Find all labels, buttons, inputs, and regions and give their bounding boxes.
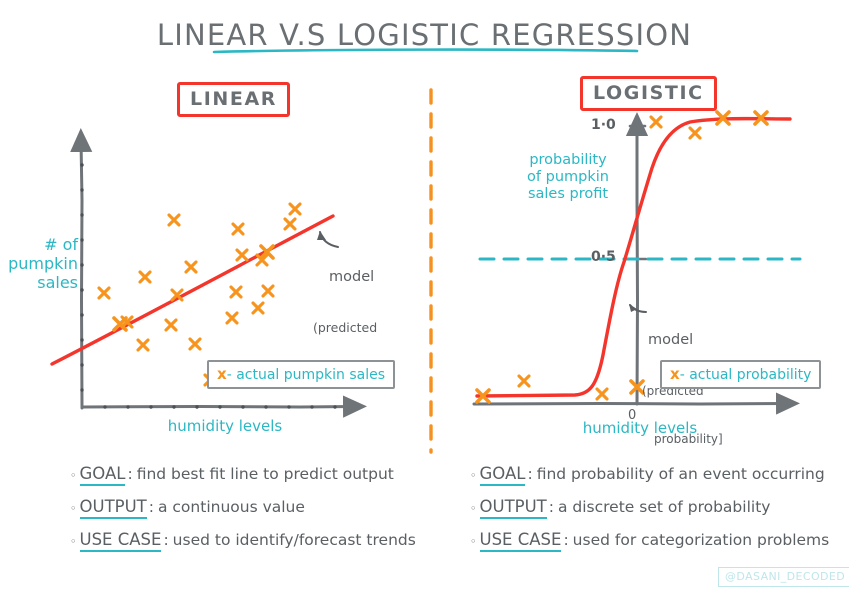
- logistic-curve: [475, 116, 792, 398]
- left-chart-axes: [70, 128, 367, 418]
- scatter-points-logistic: [475, 110, 769, 404]
- right-y-tick-middle: 0·5: [591, 249, 616, 265]
- list-item: ◦ OUTPUT : a discrete set of probability: [470, 497, 829, 519]
- bullet-separator: :: [127, 465, 133, 483]
- bullet-icon: ◦: [470, 535, 477, 548]
- left-legend-text: - actual pumpkin sales: [226, 367, 386, 383]
- right-y-tick-top: 1·0: [591, 117, 616, 133]
- left-legend-marker: x: [217, 365, 227, 383]
- left-annotation-line-2: (predicted: [313, 319, 378, 335]
- bullet-separator: :: [163, 531, 169, 549]
- bullet-description: find best fit line to predict output: [136, 465, 394, 483]
- right-x-axis-label: humidity levels: [582, 419, 698, 437]
- right-legend: x- actual probability: [660, 360, 822, 389]
- list-item: ◦ OUTPUT : a continuous value: [70, 497, 416, 519]
- bullet-description: a discrete set of probability: [557, 498, 771, 516]
- bullet-icon: ◦: [70, 469, 77, 482]
- scatter-points-linear: [97, 202, 302, 387]
- list-item: ◦ USE CASE : used for categorization pro…: [470, 530, 829, 552]
- left-y-axis-label: # of pumpkin sales: [8, 235, 78, 292]
- right-legend-marker: x: [670, 365, 680, 383]
- regression-line: [50, 214, 335, 366]
- bullet-keyword: OUTPUT: [79, 497, 147, 519]
- bullet-separator: :: [148, 498, 154, 516]
- right-bullet-list: ◦ GOAL : find probability of an event oc…: [470, 464, 829, 563]
- bullet-keyword: USE CASE: [479, 530, 562, 552]
- left-x-axis-label: humidity levels: [167, 417, 283, 435]
- bullet-keyword: OUTPUT: [479, 497, 547, 519]
- section-chip-logistic: LOGISTIC: [580, 76, 717, 111]
- section-chip-linear: LINEAR: [177, 82, 290, 117]
- right-annotation-line-1: model: [648, 332, 694, 349]
- bullet-description: find probability of an event occurring: [536, 465, 825, 483]
- bullet-keyword: GOAL: [479, 464, 526, 486]
- list-item: ◦ GOAL : find probability of an event oc…: [470, 464, 829, 486]
- bullet-icon: ◦: [470, 469, 477, 482]
- left-annotation-line-1: model: [329, 269, 375, 286]
- bullet-keyword: USE CASE: [79, 530, 162, 552]
- right-legend-text: - actual probability: [679, 367, 812, 383]
- bullet-keyword: GOAL: [79, 464, 126, 486]
- list-item: ◦ USE CASE : used to identify/forecast t…: [70, 530, 416, 552]
- left-legend: x- actual pumpkin sales: [207, 360, 396, 389]
- title-underline: [212, 48, 639, 54]
- model-arrowhead-right: [629, 304, 637, 312]
- right-annotation-line-3: probability]: [654, 431, 723, 446]
- bullet-separator: :: [548, 498, 554, 516]
- bullet-description: used for categorization problems: [572, 531, 830, 549]
- left-model-annotation: model (predicted behavior]: [313, 235, 393, 418]
- left-bullet-list: ◦ GOAL : find best fit line to predict o…: [70, 464, 416, 563]
- right-origin-label: 0: [628, 408, 637, 423]
- bullet-icon: ◦: [470, 502, 477, 515]
- right-model-annotation: model (predicted probability]: [642, 298, 723, 480]
- right-y-axis-label: probability of pumpkin sales profit: [527, 152, 609, 203]
- watermark: @DASANI_DECODED: [718, 567, 849, 587]
- list-item: ◦ GOAL : find best fit line to predict o…: [70, 464, 416, 486]
- page-title: LINEAR V.S LOGISTIC REGRESSION: [156, 18, 693, 52]
- bullet-icon: ◦: [70, 502, 77, 515]
- bullet-description: a continuous value: [157, 498, 305, 516]
- bullet-separator: :: [527, 465, 533, 483]
- bullet-separator: :: [563, 531, 569, 549]
- model-arrowhead-left: [317, 231, 326, 240]
- bullet-description: used to identify/forecast trends: [172, 531, 416, 549]
- bullet-icon: ◦: [70, 535, 77, 548]
